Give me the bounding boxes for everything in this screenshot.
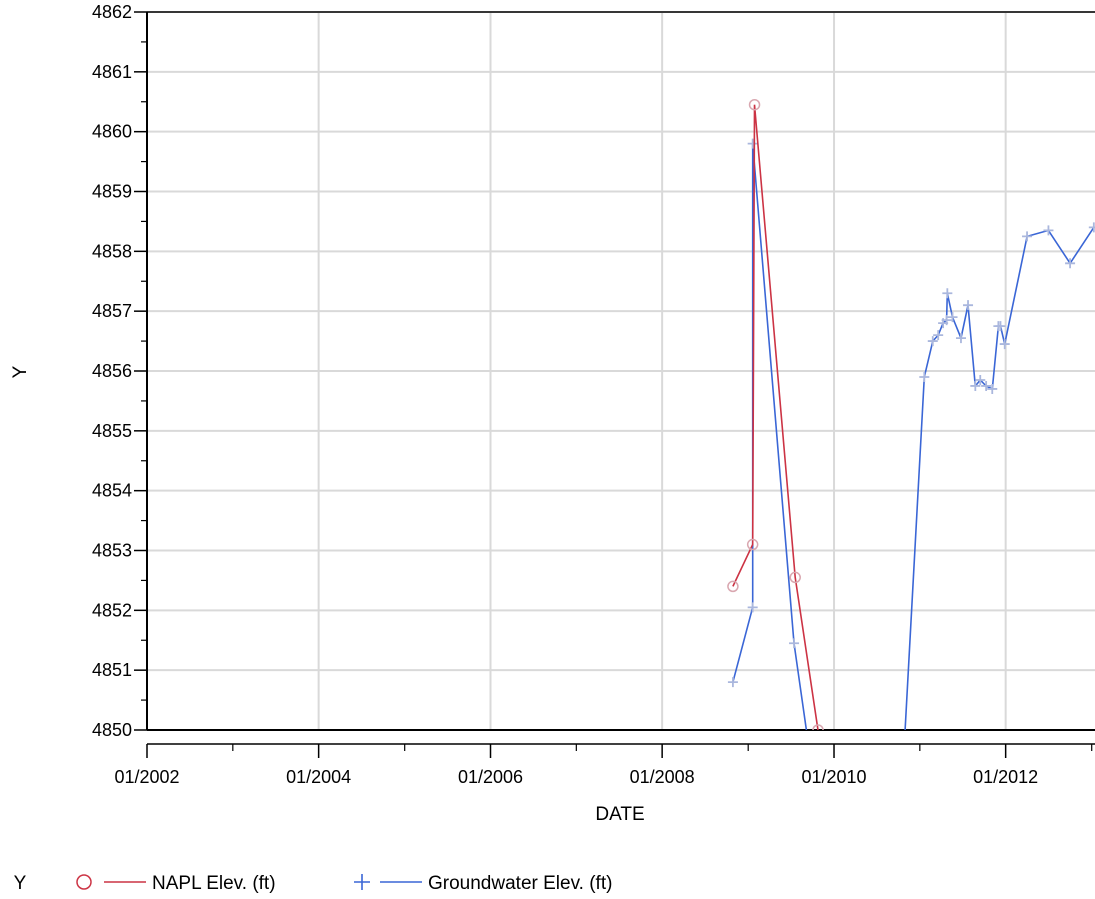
data-point: [1088, 222, 1095, 233]
data-point: [1065, 258, 1076, 269]
data-point: [727, 677, 738, 688]
data-point: [941, 315, 952, 326]
x-tick-label: 01/2008: [630, 767, 695, 787]
axes: 4850 4851 4852 4853 4854 4855 4856 4857 4858 4859…: [92, 2, 1095, 787]
grid-lines: [147, 11, 1095, 730]
y-tick-label: 4860: [92, 122, 132, 142]
series-napl: [727, 98, 824, 730]
data-point: [919, 371, 930, 382]
y-tick-label: 4858: [92, 241, 132, 261]
x-axis-title: DATE: [595, 804, 644, 825]
legend: Y NAPL Elev. (ft) Groundwater Elev. (ft): [14, 873, 613, 894]
y-axis-title: Y: [10, 365, 31, 378]
legend-plus-marker: [354, 874, 370, 890]
y-tick-label: 4850: [92, 720, 132, 740]
data-point: [933, 330, 944, 341]
legend-item-groundwater: Groundwater Elev. (ft): [354, 873, 612, 894]
data-point: [970, 380, 981, 391]
data-point: [927, 336, 938, 347]
data-point: [942, 288, 953, 299]
data-point: [987, 383, 998, 394]
legend-title: Y: [14, 873, 27, 894]
x-tick-label: 01/2010: [801, 767, 866, 787]
data-point: [1022, 231, 1033, 242]
legend-item-napl: NAPL Elev. (ft): [76, 873, 276, 894]
legend-label: NAPL Elev. (ft): [152, 873, 276, 894]
series-layer: [727, 98, 1095, 730]
y-tick-label: 4857: [92, 301, 132, 321]
x-tick-label: 01/2004: [286, 767, 351, 787]
series-groundwater: [727, 138, 1095, 730]
y-tick-label: 4854: [92, 481, 132, 501]
data-point: [748, 98, 761, 111]
data-point: [995, 321, 1006, 332]
y-tick-label: 4856: [92, 361, 132, 381]
data-point: [727, 580, 739, 593]
data-point: [947, 312, 958, 323]
y-tick-label: 4859: [92, 182, 132, 202]
series-line: [732, 104, 819, 730]
legend-label: Groundwater Elev. (ft): [428, 873, 612, 894]
y-tick-label: 4861: [92, 62, 132, 82]
x-tick-label: 01/2006: [458, 767, 523, 787]
data-point: [789, 571, 801, 584]
y-tick-label: 4853: [92, 541, 132, 561]
data-point: [747, 138, 758, 149]
data-point: [1043, 225, 1054, 236]
data-point: [963, 300, 974, 311]
data-point: [789, 638, 800, 649]
data-point: [999, 339, 1010, 350]
data-point: [975, 374, 986, 385]
series-line: [732, 143, 1095, 730]
data-point: [981, 380, 992, 391]
data-point: [955, 333, 966, 344]
x-tick-label: 01/2012: [973, 767, 1038, 787]
legend-circle-marker: [76, 874, 92, 890]
data-point: [747, 602, 758, 613]
y-tick-label: 4851: [92, 660, 132, 680]
y-tick-label: 4862: [92, 2, 132, 22]
y-tick-label: 4855: [92, 421, 132, 441]
data-point: [812, 724, 824, 730]
x-tick-label: 01/2002: [114, 767, 179, 787]
data-point: [746, 538, 759, 551]
y-tick-label: 4852: [92, 600, 132, 620]
